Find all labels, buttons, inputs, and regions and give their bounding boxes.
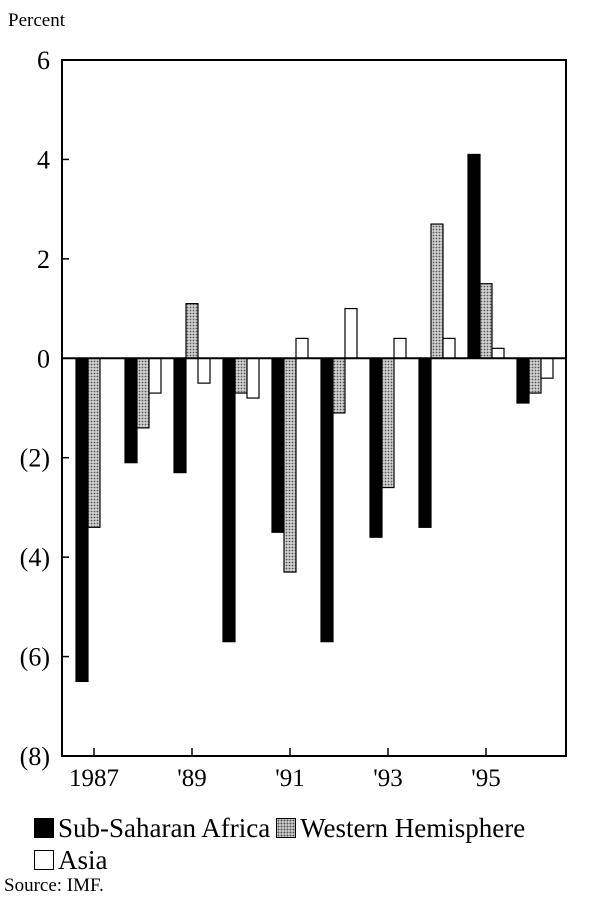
y-tick-label: (8) (20, 742, 50, 771)
bar-asia (491, 347, 505, 359)
y-tick-label: 2 (37, 245, 50, 274)
source-note: Source: IMF. (4, 875, 104, 896)
chart: Percent 6 4 2 0 (2) (4) (6) (8) 1987 '89 '91 '93 '95 (8, 10, 567, 792)
x-tick-label: '95 (471, 765, 501, 792)
bar-western-hemisphere (332, 357, 346, 414)
y-tick-label: 0 (37, 344, 50, 373)
y-tick-label: (6) (20, 643, 50, 672)
bar-sub-saharan-africa (124, 357, 138, 464)
bar-western-hemisphere (185, 303, 199, 359)
legend-swatch-wh (276, 818, 297, 838)
bar-western-hemisphere (87, 357, 101, 528)
bar-sub-saharan-africa (75, 357, 89, 683)
bar-sub-saharan-africa (271, 357, 285, 533)
y-tick-label: (2) (20, 444, 50, 473)
bar-asia (393, 337, 407, 359)
x-tick-label: '89 (177, 765, 207, 792)
bar-western-hemisphere (528, 357, 542, 394)
bar-asia (295, 337, 309, 359)
x-tick-label: '91 (275, 765, 305, 792)
legend-item-asia: Asia (34, 844, 108, 876)
bar-sub-saharan-africa (418, 357, 432, 528)
y-tick-label: (4) (20, 543, 50, 572)
bar-asia (540, 357, 554, 379)
legend-label-asia: Asia (58, 845, 108, 875)
legend-label-ssa: Sub-Saharan Africa (58, 813, 271, 843)
bar-sub-saharan-africa (173, 357, 187, 474)
plot-frame (61, 59, 567, 757)
bar-asia (442, 337, 456, 359)
bar-western-hemisphere (283, 357, 297, 573)
bar-asia (246, 357, 260, 399)
y-axis-label: Percent (8, 10, 66, 31)
x-tick-label: '93 (373, 765, 403, 792)
bar-western-hemisphere (479, 283, 493, 359)
legend-row-2: Asia (34, 844, 531, 876)
bar-sub-saharan-africa (320, 357, 334, 643)
bar-western-hemisphere (136, 357, 150, 429)
plot-area: 6 4 2 0 (2) (4) (6) (8) 1987 '89 '91 '93 '95 (20, 46, 567, 792)
bar-western-hemisphere (430, 223, 444, 359)
y-tick-label: 6 (37, 46, 50, 75)
legend-item-wh: Western Hemisphere (276, 812, 525, 844)
bar-western-hemisphere (234, 357, 248, 394)
bar-asia (197, 357, 211, 384)
legend-item-ssa: Sub-Saharan Africa (34, 812, 270, 844)
bar-western-hemisphere (381, 357, 395, 489)
legend-swatch-asia (34, 850, 54, 870)
bar-sub-saharan-africa (467, 153, 481, 359)
x-tick-label: 1987 (69, 765, 119, 792)
legend-row-1: Sub-Saharan Africa Western Hemisphere (34, 812, 531, 844)
bar-asia (344, 307, 358, 359)
bar-asia (148, 357, 162, 394)
bar-sub-saharan-africa (222, 357, 236, 643)
bar-sub-saharan-africa (369, 357, 383, 538)
legend-label-wh: Western Hemisphere (300, 813, 526, 843)
y-tick-label: 4 (37, 145, 50, 174)
bar-sub-saharan-africa (516, 357, 530, 404)
legend: Sub-Saharan Africa Western Hemisphere As… (34, 812, 531, 876)
legend-swatch-ssa (34, 818, 54, 838)
